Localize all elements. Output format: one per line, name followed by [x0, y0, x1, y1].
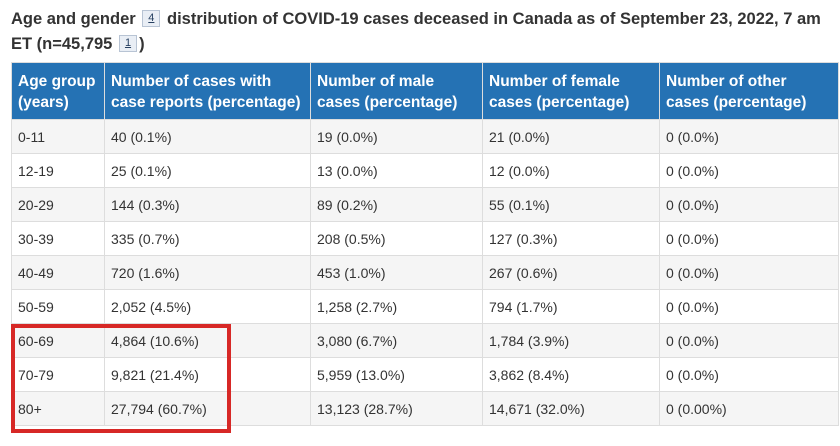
cell-other-cases: 0 (0.0%) — [660, 358, 839, 392]
table-row: 12-19 25 (0.1%) 13 (0.0%) 12 (0.0%) 0 (0… — [12, 154, 839, 188]
footnote-link-1[interactable]: 1 — [119, 35, 137, 52]
cell-female-cases: 21 (0.0%) — [483, 120, 660, 154]
cell-female-cases: 267 (0.6%) — [483, 256, 660, 290]
table-row: 30-39 335 (0.7%) 208 (0.5%) 127 (0.3%) 0… — [12, 222, 839, 256]
cell-other-cases: 0 (0.0%) — [660, 324, 839, 358]
cell-total-cases: 40 (0.1%) — [105, 120, 311, 154]
cell-other-cases: 0 (0.0%) — [660, 120, 839, 154]
cell-female-cases: 1,784 (3.9%) — [483, 324, 660, 358]
cell-age-group: 30-39 — [12, 222, 105, 256]
cell-age-group: 12-19 — [12, 154, 105, 188]
cell-other-cases: 0 (0.0%) — [660, 154, 839, 188]
cell-age-group: 20-29 — [12, 188, 105, 222]
caption-text-start: Age and gender — [11, 10, 136, 28]
cell-male-cases: 19 (0.0%) — [311, 120, 483, 154]
cell-male-cases: 5,959 (13.0%) — [311, 358, 483, 392]
cell-total-cases: 335 (0.7%) — [105, 222, 311, 256]
cell-total-cases: 9,821 (21.4%) — [105, 358, 311, 392]
cell-total-cases: 2,052 (4.5%) — [105, 290, 311, 324]
cell-female-cases: 3,862 (8.4%) — [483, 358, 660, 392]
cell-male-cases: 1,258 (2.7%) — [311, 290, 483, 324]
cell-other-cases: 0 (0.0%) — [660, 256, 839, 290]
table-row: 80+ 27,794 (60.7%) 13,123 (28.7%) 14,671… — [12, 392, 839, 426]
table-row: 60-69 4,864 (10.6%) 3,080 (6.7%) 1,784 (… — [12, 324, 839, 358]
header-female-cases: Number of female cases (percentage) — [483, 63, 660, 120]
table-caption: Age and gender 4 distribution of COVID-1… — [11, 7, 831, 57]
header-male-cases: Number of male cases (percentage) — [311, 63, 483, 120]
table-container: Age group (years) Number of cases with c… — [11, 62, 838, 426]
caption-text-end: ) — [139, 35, 145, 53]
cell-male-cases: 453 (1.0%) — [311, 256, 483, 290]
cell-female-cases: 127 (0.3%) — [483, 222, 660, 256]
table-row: 20-29 144 (0.3%) 89 (0.2%) 55 (0.1%) 0 (… — [12, 188, 839, 222]
cell-total-cases: 144 (0.3%) — [105, 188, 311, 222]
cell-other-cases: 0 (0.0%) — [660, 222, 839, 256]
table-header-row: Age group (years) Number of cases with c… — [12, 63, 839, 120]
cell-other-cases: 0 (0.0%) — [660, 188, 839, 222]
cell-total-cases: 4,864 (10.6%) — [105, 324, 311, 358]
cell-total-cases: 27,794 (60.7%) — [105, 392, 311, 426]
cell-female-cases: 12 (0.0%) — [483, 154, 660, 188]
cell-female-cases: 14,671 (32.0%) — [483, 392, 660, 426]
cell-age-group: 40-49 — [12, 256, 105, 290]
header-age-group: Age group (years) — [12, 63, 105, 120]
cell-age-group: 0-11 — [12, 120, 105, 154]
cell-male-cases: 13 (0.0%) — [311, 154, 483, 188]
table-row: 40-49 720 (1.6%) 453 (1.0%) 267 (0.6%) 0… — [12, 256, 839, 290]
table-row: 0-11 40 (0.1%) 19 (0.0%) 21 (0.0%) 0 (0.… — [12, 120, 839, 154]
cell-total-cases: 25 (0.1%) — [105, 154, 311, 188]
table-row: 50-59 2,052 (4.5%) 1,258 (2.7%) 794 (1.7… — [12, 290, 839, 324]
cell-female-cases: 794 (1.7%) — [483, 290, 660, 324]
cell-other-cases: 0 (0.00%) — [660, 392, 839, 426]
cell-male-cases: 13,123 (28.7%) — [311, 392, 483, 426]
header-other-cases: Number of other cases (percentage) — [660, 63, 839, 120]
cell-age-group: 50-59 — [12, 290, 105, 324]
header-total-cases: Number of cases with case reports (perce… — [105, 63, 311, 120]
cell-total-cases: 720 (1.6%) — [105, 256, 311, 290]
footnote-link-4[interactable]: 4 — [142, 10, 160, 27]
cell-male-cases: 89 (0.2%) — [311, 188, 483, 222]
cell-male-cases: 3,080 (6.7%) — [311, 324, 483, 358]
deceased-cases-table: Age group (years) Number of cases with c… — [11, 62, 839, 426]
cell-female-cases: 55 (0.1%) — [483, 188, 660, 222]
table-row: 70-79 9,821 (21.4%) 5,959 (13.0%) 3,862 … — [12, 358, 839, 392]
cell-age-group: 70-79 — [12, 358, 105, 392]
cell-male-cases: 208 (0.5%) — [311, 222, 483, 256]
cell-other-cases: 0 (0.0%) — [660, 290, 839, 324]
cell-age-group: 60-69 — [12, 324, 105, 358]
cell-age-group: 80+ — [12, 392, 105, 426]
